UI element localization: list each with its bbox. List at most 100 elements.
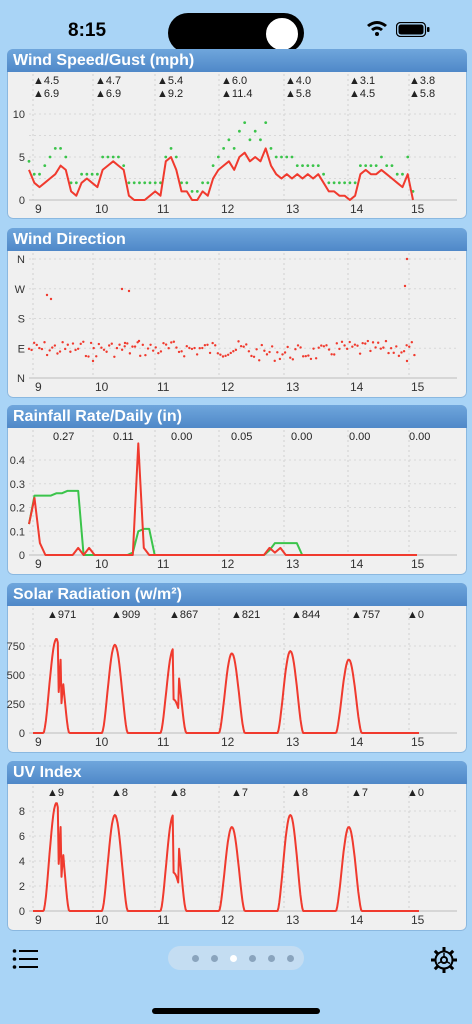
- direction-point: [307, 354, 310, 357]
- direction-point: [312, 347, 315, 350]
- direction-point: [203, 344, 207, 347]
- direction-point: [413, 353, 416, 357]
- annotation-label: ▲971: [47, 609, 76, 621]
- direction-point: [325, 344, 328, 347]
- direction-point: [389, 347, 393, 350]
- y-tick-label: 4: [19, 856, 25, 868]
- status-time: 8:15: [68, 20, 107, 41]
- direction-point: [278, 357, 282, 361]
- direction-point: [177, 350, 181, 354]
- direction-point: [366, 339, 370, 343]
- gust-point: [190, 190, 194, 193]
- gust-point: [85, 172, 89, 176]
- direction-point: [348, 340, 351, 344]
- direction-point: [131, 345, 134, 348]
- y-tick-label: 750: [7, 641, 25, 653]
- x-tick-label: 12: [221, 557, 235, 571]
- home-indicator[interactable]: [152, 1008, 320, 1014]
- wind-speed-chart[interactable]: ▲4.5 ▲4.7 ▲5.4 ▲6.0 ▲4.0 ▲3.1 ▲3.8 ▲6.9 ▲6.9 ▲9.2…: [7, 72, 467, 219]
- annotation-label: ▲5.8: [409, 88, 435, 100]
- gust-point: [264, 121, 268, 124]
- direction-point: [154, 346, 157, 349]
- direction-point: [320, 344, 323, 347]
- x-tick-label: 9: [35, 202, 42, 216]
- y-tick-label: 0.4: [10, 455, 25, 467]
- solar-radiation-panel[interactable]: Solar Radiation (w/m²) ▲971 ▲909 ▲867 ▲821 ▲…: [7, 583, 467, 753]
- x-tick-label: 12: [221, 380, 235, 394]
- page-indicator[interactable]: [168, 946, 304, 970]
- page-dot[interactable]: [211, 955, 218, 962]
- direction-point: [123, 341, 127, 345]
- direction-point: [175, 346, 178, 349]
- direction-point: [87, 355, 90, 358]
- x-tick-label: 15: [411, 557, 425, 571]
- direction-point: [242, 345, 245, 348]
- gust-point: [343, 181, 347, 185]
- direction-point: [71, 342, 75, 345]
- gust-point: [295, 164, 299, 167]
- uv-index-chart[interactable]: ▲9 ▲8 ▲8 ▲7 ▲8 ▲7 ▲0 8 6 4 2 09 10 11 12 13 14 15: [7, 784, 467, 931]
- gust-point: [301, 164, 304, 167]
- gear-icon[interactable]: [430, 946, 458, 974]
- x-tick-label: 9: [35, 380, 42, 394]
- direction-point: [180, 350, 183, 353]
- page-dot[interactable]: [249, 955, 256, 962]
- direction-point: [82, 340, 85, 344]
- gust-point: [243, 121, 247, 124]
- direction-point: [206, 343, 209, 346]
- list-icon[interactable]: [12, 948, 38, 970]
- direction-point: [123, 345, 126, 348]
- annotation-label: 0.00: [349, 431, 370, 443]
- direction-point: [144, 353, 147, 357]
- x-tick-label: 10: [95, 913, 109, 927]
- rainfall-chart[interactable]: 0.27 0.11 0.00 0.05 0.00 0.00 0.00 0.4 0.3 0.2 0.1…: [7, 428, 467, 575]
- gust-point: [185, 181, 189, 185]
- x-tick-label: 12: [221, 202, 235, 216]
- annotation-label: ▲5.4: [157, 75, 183, 87]
- x-tick-label: 13: [286, 557, 300, 571]
- y-tick-label: E: [18, 343, 25, 355]
- direction-point: [126, 342, 129, 345]
- wind-direction-panel[interactable]: Wind Direction N W S E N 9 10 11 12 13 14 15: [7, 228, 467, 398]
- direction-point: [330, 353, 333, 356]
- solar-radiation-chart[interactable]: ▲971 ▲909 ▲867 ▲821 ▲844 ▲757 ▲0 750 500 250 09 10 1…: [7, 606, 467, 753]
- gust-point: [95, 172, 99, 176]
- uv-index-panel[interactable]: UV Index ▲9 ▲8 ▲8 ▲7 ▲8 ▲7 ▲0 8 6 4 2 0 9 10 11 12 13 14 1…: [7, 761, 467, 931]
- direction-point: [100, 346, 103, 349]
- direction-point: [335, 342, 339, 345]
- direction-point: [364, 342, 367, 345]
- gust-point: [159, 181, 162, 185]
- x-tick-label: 14: [350, 913, 364, 927]
- direction-point: [400, 351, 403, 354]
- direction-point: [387, 351, 390, 355]
- direction-point: [151, 349, 155, 352]
- x-tick-label: 11: [157, 202, 170, 216]
- page-dot[interactable]: [230, 955, 237, 962]
- direction-point: [51, 346, 54, 349]
- gust-point: [364, 164, 368, 167]
- annotation-label: ▲844: [291, 609, 320, 621]
- annotation-label: ▲8: [169, 787, 186, 799]
- page-dot[interactable]: [192, 955, 199, 962]
- direction-point: [317, 346, 320, 349]
- rainfall-panel[interactable]: Rainfall Rate/Daily (in) 0.27 0.11 0.00 0.0…: [7, 405, 467, 575]
- direction-point: [221, 355, 225, 358]
- direction-point: [127, 289, 131, 293]
- direction-point: [265, 353, 269, 356]
- direction-point: [198, 347, 201, 350]
- direction-point: [193, 346, 196, 350]
- gust-point: [43, 164, 47, 167]
- page-dot[interactable]: [268, 955, 275, 962]
- wind-speed-panel[interactable]: Wind Speed/Gust (mph) ▲4.5 ▲4.7 ▲5.4 ▲6.0 ▲4…: [7, 49, 467, 219]
- annotation-label: 0.11: [113, 431, 134, 443]
- x-tick-label: 9: [35, 557, 42, 571]
- annotation-label: ▲8: [111, 787, 128, 799]
- direction-point: [214, 344, 217, 347]
- panel-title: Rainfall Rate/Daily (in): [7, 405, 467, 428]
- direction-point: [30, 348, 33, 352]
- gust-point: [69, 181, 73, 185]
- direction-point: [201, 346, 204, 350]
- page-dot[interactable]: [287, 955, 294, 962]
- uv-line: [32, 802, 420, 912]
